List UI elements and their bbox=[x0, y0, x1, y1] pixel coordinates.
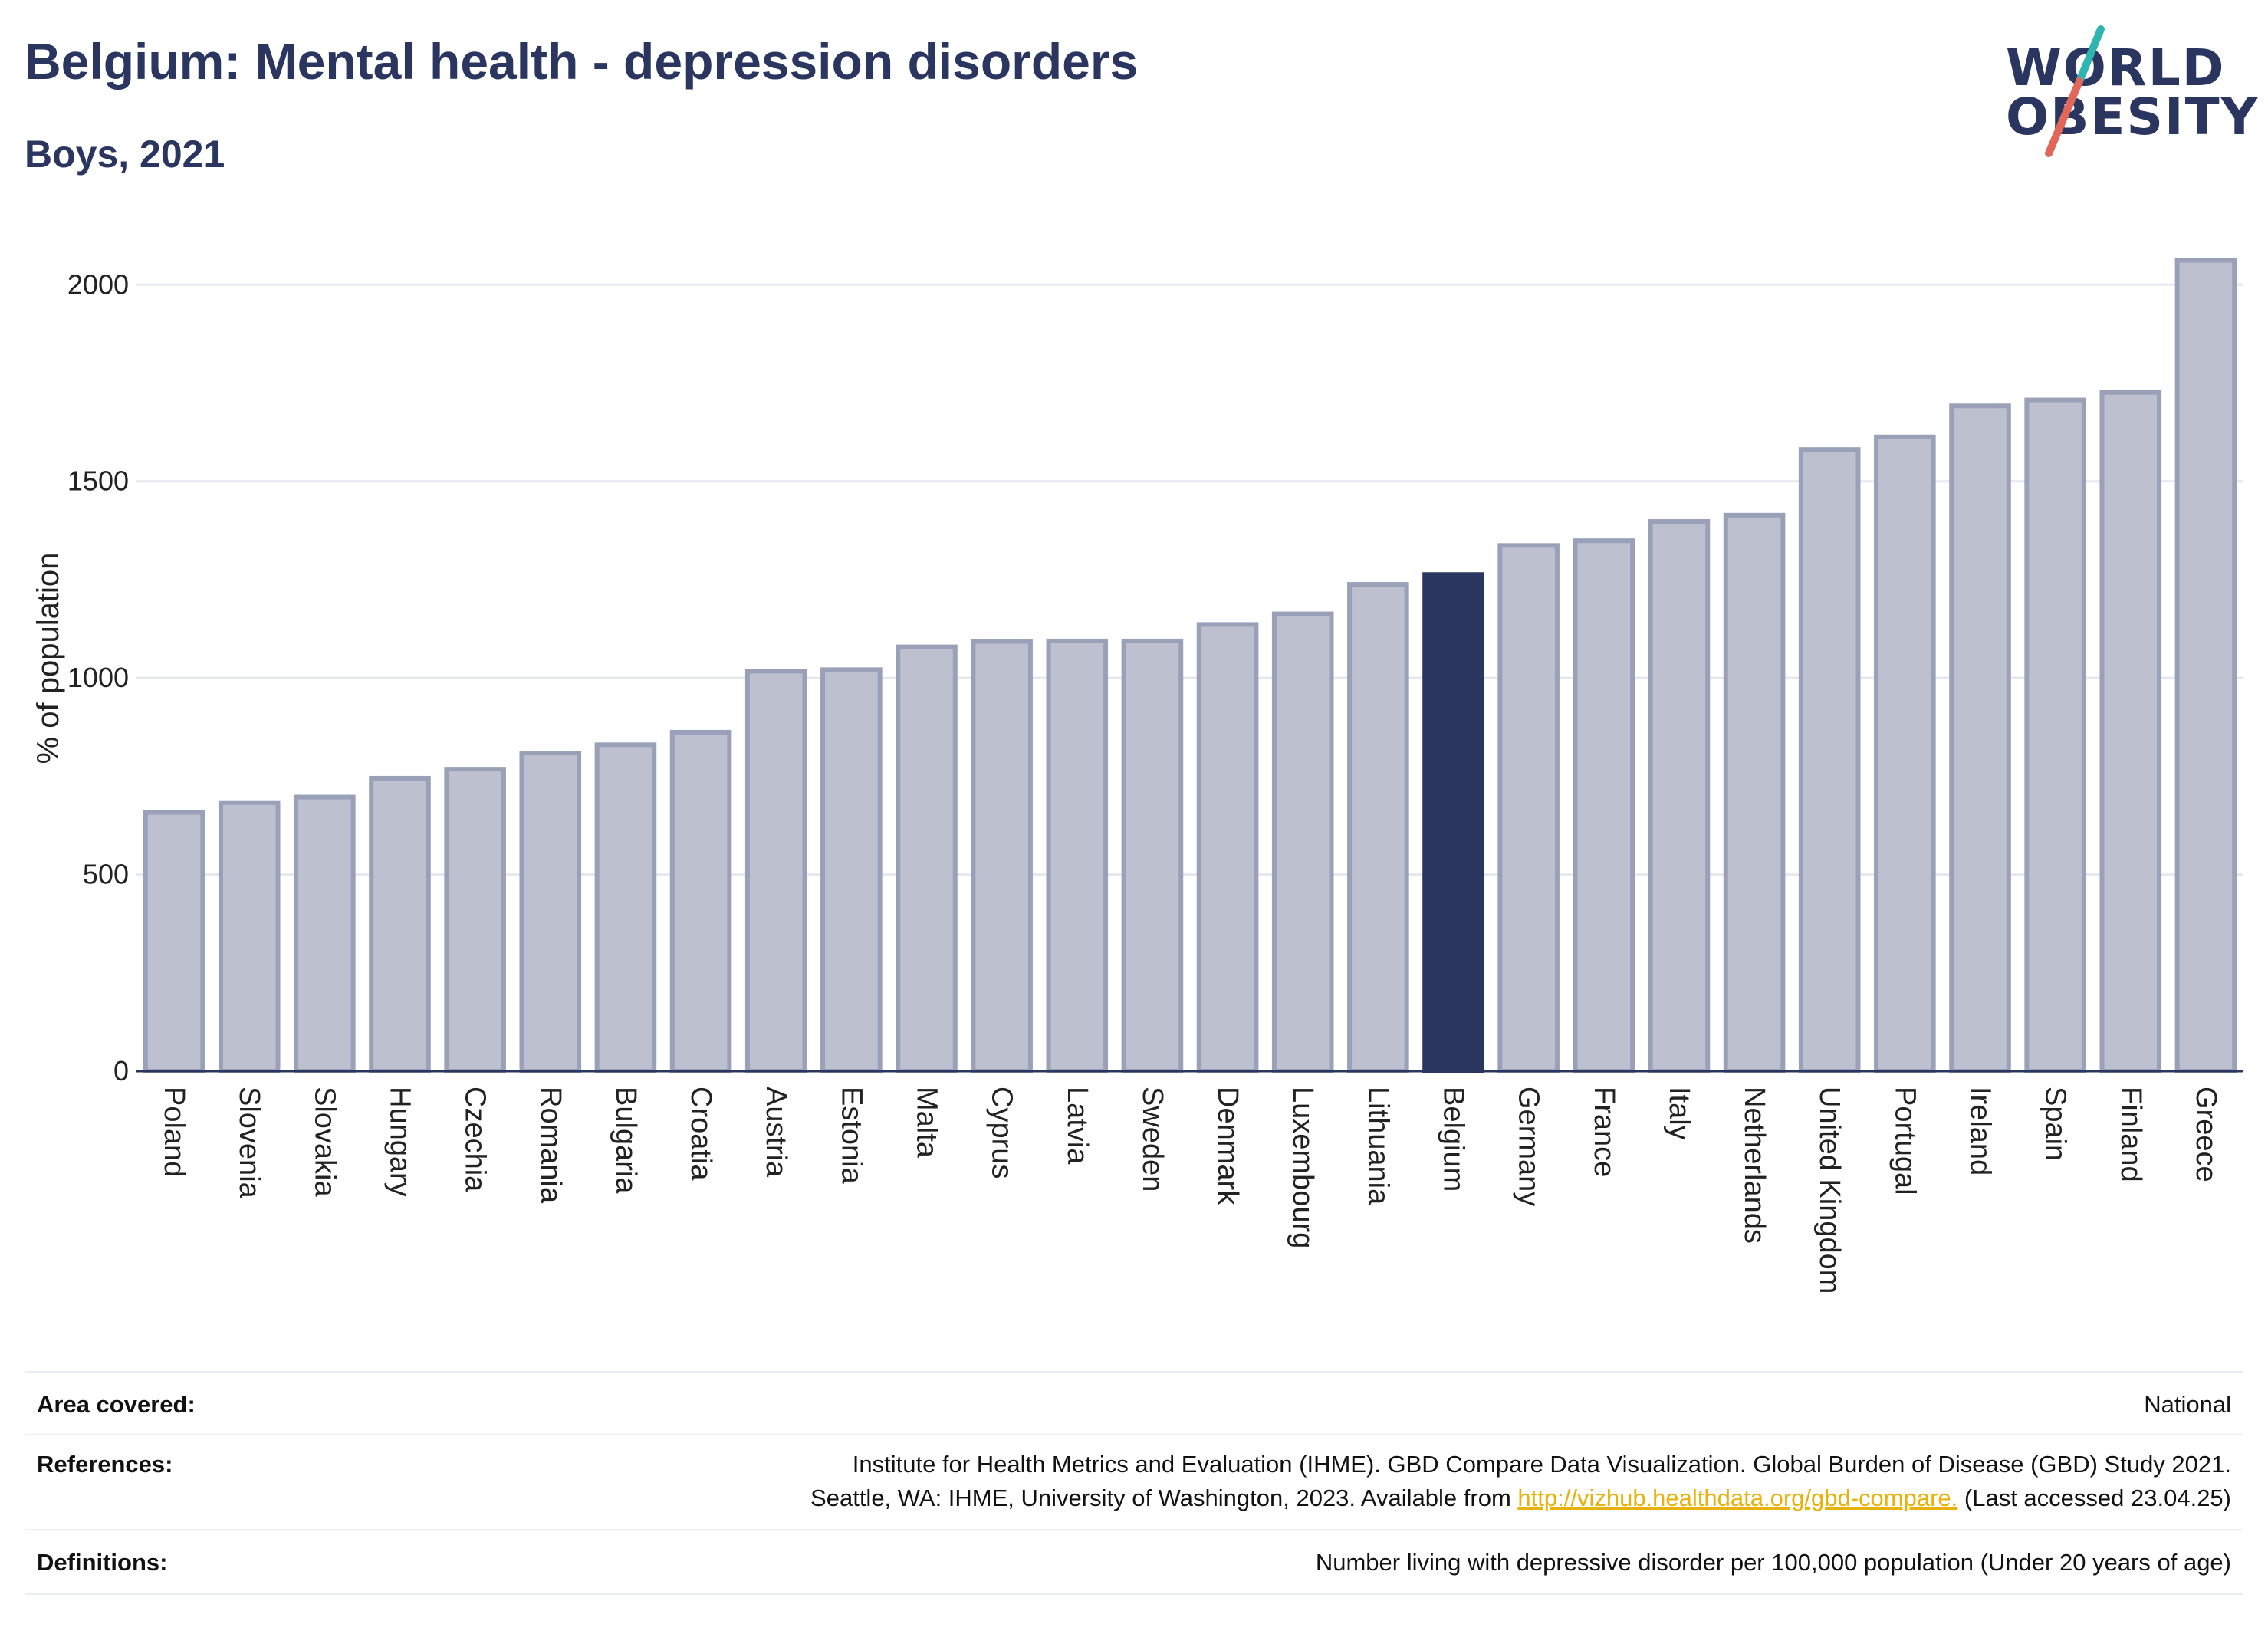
bar-denmark bbox=[1196, 622, 1259, 1073]
logo-line-1: WORLD bbox=[2006, 38, 2226, 97]
x-tick-label: Belgium bbox=[1438, 1087, 1470, 1192]
y-tick-label: 500 bbox=[83, 859, 129, 890]
bar-luxembourg bbox=[1271, 611, 1334, 1073]
definitions-value: Number living with depressive disorder p… bbox=[1315, 1549, 2231, 1576]
logo-slash-icon bbox=[2045, 25, 2105, 157]
references-link[interactable]: http://vizhub.healthdata.org/gbd-compare… bbox=[1517, 1484, 1958, 1511]
footer-divider bbox=[25, 1529, 2243, 1530]
bar-latvia bbox=[1046, 638, 1109, 1073]
bar-belgium bbox=[1422, 572, 1484, 1073]
x-tick-label: Czechia bbox=[459, 1087, 491, 1192]
definitions-label: Definitions: bbox=[37, 1549, 168, 1576]
y-axis-label: % of population bbox=[31, 553, 65, 764]
bar-hungary bbox=[369, 775, 431, 1074]
bar-croatia bbox=[669, 729, 732, 1073]
references-accessed: (Last accessed 23.04.25) bbox=[1957, 1484, 2231, 1511]
references-value: Institute for Health Metrics and Evaluat… bbox=[810, 1448, 2231, 1515]
footer-references-row: References: Institute for Health Metrics… bbox=[25, 1448, 2243, 1524]
area-covered-value: National bbox=[2144, 1391, 2231, 1418]
x-tick-label: Austria bbox=[760, 1087, 792, 1178]
logo-line-2: OBESITY bbox=[2006, 87, 2260, 146]
y-tick-label: 1500 bbox=[67, 465, 129, 497]
y-tick-label: 1000 bbox=[67, 662, 129, 693]
footer-divider bbox=[25, 1593, 2243, 1595]
area-covered-label: Area covered: bbox=[37, 1391, 196, 1418]
x-tick-label: Slovenia bbox=[233, 1087, 265, 1199]
x-tick-label: Latvia bbox=[1061, 1087, 1093, 1165]
bar-austria bbox=[744, 669, 807, 1073]
x-tick-label: Spain bbox=[2040, 1087, 2072, 1161]
bar-malta bbox=[896, 644, 958, 1073]
chart-subtitle: Boys, 2021 bbox=[25, 133, 225, 176]
x-tick-label: Malta bbox=[911, 1087, 943, 1159]
footer-definitions-row: Definitions: Number living with depressi… bbox=[25, 1546, 2243, 1592]
x-tick-label: Bulgaria bbox=[610, 1087, 642, 1194]
x-tick-label: United Kingdom bbox=[1813, 1087, 1846, 1294]
bar-finland bbox=[2099, 390, 2162, 1073]
bar-netherlands bbox=[1723, 512, 1786, 1073]
references-text: Seattle, WA: IHME, University of Washing… bbox=[810, 1484, 1518, 1511]
x-tick-label: Slovakia bbox=[308, 1087, 340, 1197]
x-tick-label: Croatia bbox=[685, 1087, 717, 1181]
x-tick-label: Sweden bbox=[1136, 1087, 1169, 1192]
x-tick-label: Ireland bbox=[1964, 1087, 1997, 1175]
x-tick-label: Finland bbox=[2115, 1087, 2147, 1182]
y-tick-label: 2000 bbox=[67, 268, 129, 300]
footer-area-row: Area covered: National bbox=[25, 1388, 2243, 1434]
x-tick-label: Luxembourg bbox=[1287, 1087, 1319, 1248]
world-obesity-logo: WORLD OBESITY bbox=[1994, 23, 2257, 161]
references-label: References: bbox=[37, 1451, 173, 1478]
references-line-1: Institute for Health Metrics and Evaluat… bbox=[852, 1451, 2231, 1478]
bar-greece bbox=[2174, 258, 2237, 1074]
bar-czechia bbox=[444, 767, 506, 1074]
bar-romania bbox=[519, 751, 582, 1073]
bar-slovenia bbox=[218, 800, 281, 1073]
bar-bulgaria bbox=[594, 742, 657, 1073]
bar-ireland bbox=[1949, 403, 2011, 1073]
x-tick-label: Poland bbox=[158, 1087, 190, 1177]
bar-slovakia bbox=[294, 794, 356, 1073]
bar-chart: 0 500 1000 1500 2000 % of population Poland Slo… bbox=[31, 258, 2243, 1294]
chart-title: Belgium: Mental health - depression diso… bbox=[25, 33, 1139, 90]
bar-cyprus bbox=[971, 639, 1033, 1073]
x-tick-label: Denmark bbox=[1211, 1087, 1244, 1205]
x-tick-label: Estonia bbox=[835, 1087, 867, 1185]
x-tick-label: Hungary bbox=[384, 1087, 416, 1197]
bar-lithuania bbox=[1347, 582, 1409, 1073]
y-tick-label: 0 bbox=[113, 1055, 129, 1087]
x-tick-label: Italy bbox=[1663, 1087, 1695, 1140]
bar-germany bbox=[1497, 543, 1560, 1073]
bar-portugal bbox=[1874, 434, 1936, 1073]
bar-united-kingdom bbox=[1798, 447, 1861, 1073]
bar-spain bbox=[2024, 397, 2086, 1073]
bar-estonia bbox=[820, 667, 883, 1073]
bar-poland bbox=[143, 810, 205, 1073]
x-tick-label: Portugal bbox=[1888, 1087, 1921, 1195]
footer-divider bbox=[25, 1371, 2243, 1373]
bar-italy bbox=[1648, 519, 1711, 1074]
x-tick-label: Cyprus bbox=[986, 1087, 1018, 1179]
x-tick-label: Greece bbox=[2190, 1087, 2222, 1182]
bar-sweden bbox=[1121, 638, 1184, 1073]
x-tick-label: France bbox=[1588, 1087, 1620, 1177]
x-tick-label: Romania bbox=[534, 1087, 567, 1204]
bar-france bbox=[1573, 538, 1635, 1073]
x-tick-label: Germany bbox=[1513, 1087, 1545, 1206]
footer-divider bbox=[25, 1434, 2243, 1435]
x-tick-label: Netherlands bbox=[1738, 1087, 1770, 1244]
x-tick-label: Lithuania bbox=[1362, 1087, 1394, 1205]
references-line-2: Seattle, WA: IHME, University of Washing… bbox=[810, 1481, 2231, 1515]
